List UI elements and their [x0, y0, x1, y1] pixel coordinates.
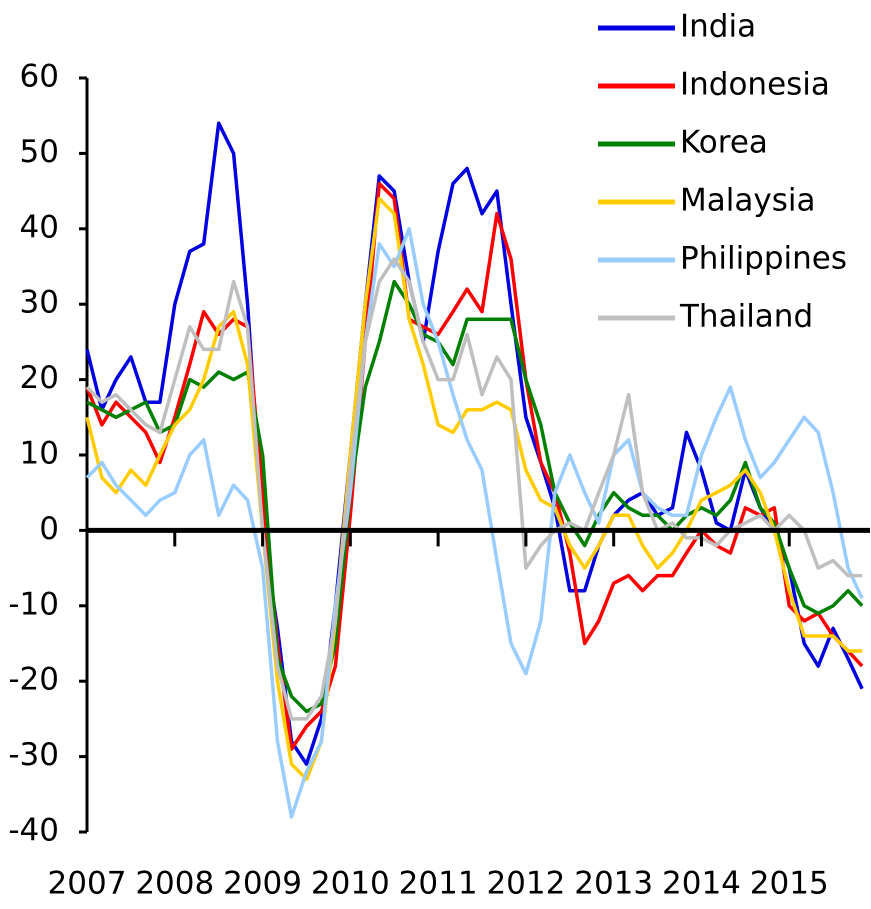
- x-tick-label: 2013: [574, 866, 653, 902]
- legend-label: Korea: [680, 125, 768, 161]
- y-tick-label: -10: [8, 586, 59, 622]
- series-line: [85, 121, 864, 766]
- x-tick-label: 2012: [486, 866, 565, 902]
- y-tick-label: 10: [20, 436, 59, 472]
- x-tick-label: 2009: [223, 866, 302, 902]
- y-tick-label: 30: [20, 285, 59, 321]
- y-tick-label: -40: [8, 813, 59, 849]
- legend-label: Indonesia: [680, 67, 830, 103]
- y-tick-label: -20: [8, 662, 59, 698]
- x-tick-label: 2010: [311, 866, 390, 902]
- series-line: [86, 279, 864, 714]
- legend-label: India: [680, 9, 756, 45]
- x-tick-label: 2014: [662, 866, 741, 902]
- y-tick-label: 40: [20, 209, 59, 245]
- series-line: [85, 227, 864, 819]
- series-line: [85, 196, 863, 781]
- legend-label: Thailand: [679, 299, 813, 335]
- legend-label: Malaysia: [680, 183, 815, 219]
- y-tick-label: 60: [20, 59, 59, 95]
- x-tick-label: 2011: [399, 866, 478, 902]
- x-tick-label: 2007: [48, 866, 127, 902]
- y-tick-label: -30: [8, 737, 59, 773]
- y-tick-label: 20: [20, 360, 59, 396]
- x-tick-label: 2008: [135, 866, 214, 902]
- legend-label: Philippines: [680, 241, 847, 277]
- y-tick-label: 0: [39, 511, 59, 547]
- y-tick-label: 50: [20, 134, 59, 170]
- x-tick-label: 2015: [750, 866, 829, 902]
